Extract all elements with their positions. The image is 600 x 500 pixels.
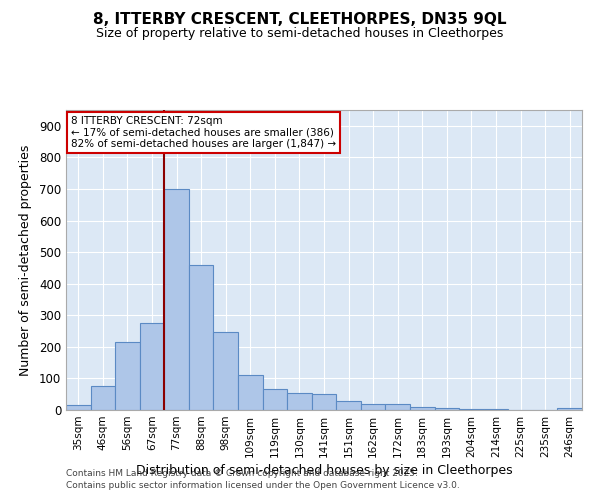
Text: Contains HM Land Registry data © Crown copyright and database right 2025.: Contains HM Land Registry data © Crown c… (66, 468, 418, 477)
Bar (385, 404, 410, 410)
Bar (115, 342, 140, 410)
Bar (336, 401, 361, 410)
Bar (263, 390, 287, 410)
Bar (312, 394, 336, 410)
Bar (361, 404, 385, 410)
Bar (214, 332, 238, 410)
Y-axis label: Number of semi-detached properties: Number of semi-detached properties (19, 144, 32, 376)
Text: 8 ITTERBY CRESCENT: 72sqm
← 17% of semi-detached houses are smaller (386)
82% of: 8 ITTERBY CRESCENT: 72sqm ← 17% of semi-… (71, 116, 336, 149)
Bar (91, 386, 115, 410)
Bar (410, 407, 434, 410)
Bar (557, 408, 582, 410)
Bar (164, 189, 189, 410)
Text: 8, ITTERBY CRESCENT, CLEETHORPES, DN35 9QL: 8, ITTERBY CRESCENT, CLEETHORPES, DN35 9… (93, 12, 507, 28)
Bar (287, 394, 312, 410)
Bar (459, 409, 484, 410)
X-axis label: Distribution of semi-detached houses by size in Cleethorpes: Distribution of semi-detached houses by … (136, 464, 512, 477)
Text: Size of property relative to semi-detached houses in Cleethorpes: Size of property relative to semi-detach… (97, 28, 503, 40)
Bar (434, 408, 459, 410)
Text: Contains public sector information licensed under the Open Government Licence v3: Contains public sector information licen… (66, 481, 460, 490)
Bar (140, 323, 164, 410)
Bar (66, 406, 91, 410)
Bar (189, 264, 214, 410)
Bar (238, 376, 263, 410)
